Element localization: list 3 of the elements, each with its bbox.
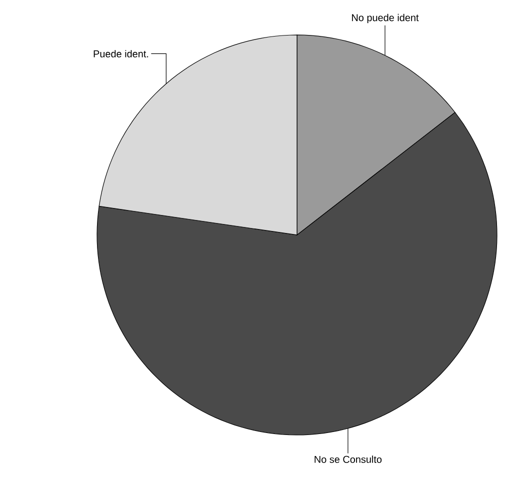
slice-label: Puede ident. [94,50,148,58]
slice-label: No se Consulto [314,456,382,463]
slice-label: No puede ident [352,14,419,24]
